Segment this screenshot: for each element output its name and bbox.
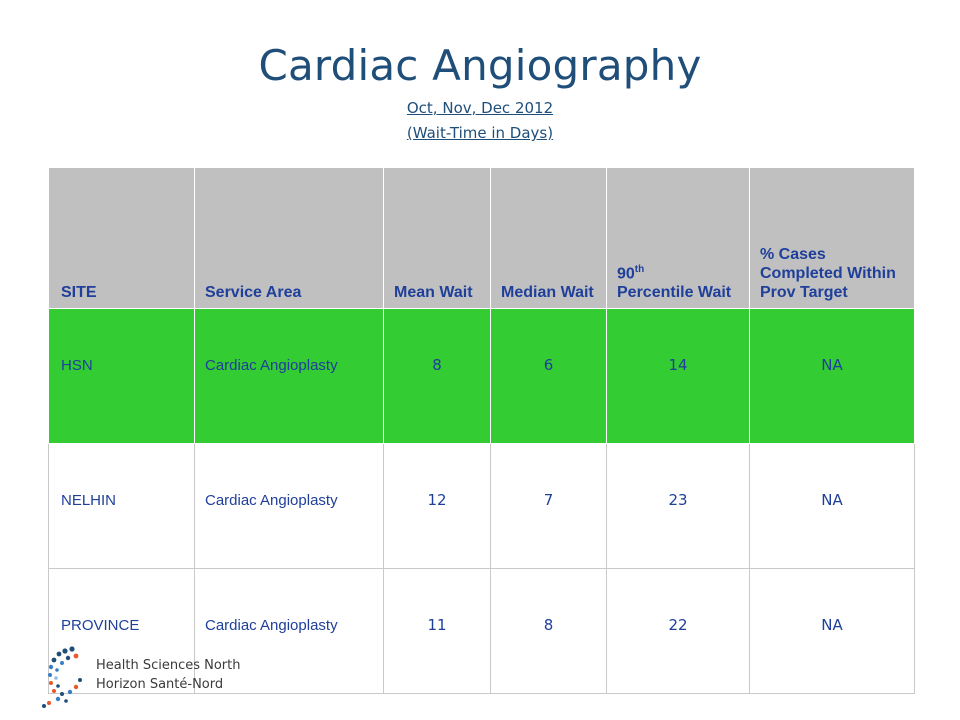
cell-site: PROVINCE [48,568,195,694]
header-90th-sup: th [634,263,645,275]
page-title: Cardiac Angiography [258,41,702,90]
table-row: NELHIN Cardiac Angioplasty 12 7 23 NA [48,443,915,569]
logo-text-french: Horizon Santé-Nord [96,677,224,692]
cell-mean-wait: 8 [383,308,491,444]
wait-time-table: SITE Service Area Mean Wait Median Wait … [48,167,915,694]
header-pct-cases: % Cases Completed Within Prov Target [749,167,915,309]
header-90th-number: 90 [617,265,635,282]
cell-pct-cases: NA [749,568,915,694]
cell-median-wait: 6 [490,308,607,444]
cell-service-area: Cardiac Angioplasty [194,308,384,444]
cell-median-wait: 7 [490,443,607,569]
table-header-row: SITE Service Area Mean Wait Median Wait … [48,167,915,309]
cell-90th-percentile: 14 [606,308,750,444]
cell-pct-cases: NA [749,443,915,569]
table-row: PROVINCE Cardiac Angioplasty 11 8 22 NA [48,568,915,694]
cell-mean-wait: 12 [383,443,491,569]
header-median-wait: Median Wait [490,167,607,309]
cell-90th-percentile: 23 [606,443,750,569]
header-90th-percentile: 90th Percentile Wait [606,167,750,309]
header-service-area: Service Area [194,167,384,309]
cell-pct-cases: NA [749,308,915,444]
header-mean-wait: Mean Wait [383,167,491,309]
cell-service-area: Cardiac Angioplasty [194,443,384,569]
header-site: SITE [48,167,195,309]
unit-subtitle: (Wait-Time in Days) [406,124,554,142]
cell-90th-percentile: 22 [606,568,750,694]
period-subtitle: Oct, Nov, Dec 2012 [406,99,554,117]
hsn-logo-icon [42,646,82,708]
logo-text-english: Health Sciences North [96,658,241,673]
cell-median-wait: 8 [490,568,607,694]
table-row: HSN Cardiac Angioplasty 8 6 14 NA [48,308,915,444]
cell-mean-wait: 11 [383,568,491,694]
cell-site: NELHIN [48,443,195,569]
header-90th-rest: Percentile Wait [617,284,732,301]
cell-site: HSN [48,308,195,444]
